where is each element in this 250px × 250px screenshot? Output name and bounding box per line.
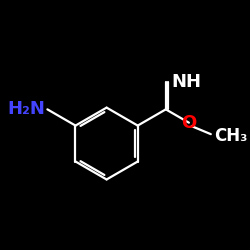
Text: H₂N: H₂N: [7, 100, 45, 118]
Text: CH₃: CH₃: [214, 127, 248, 145]
Text: O: O: [181, 114, 196, 132]
Text: NH: NH: [172, 72, 202, 90]
